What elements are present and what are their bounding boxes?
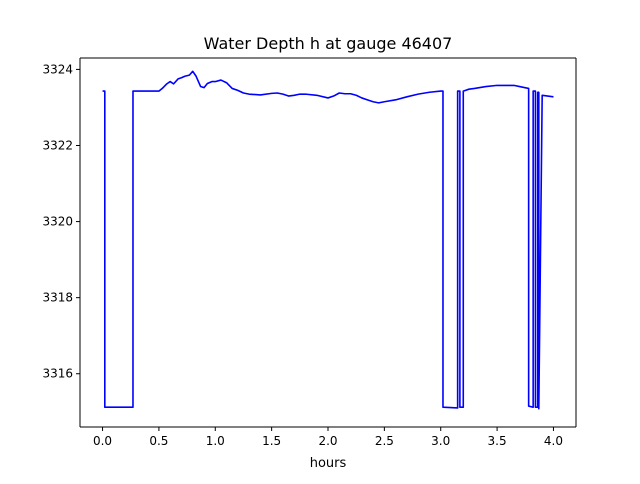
plot-area [80, 58, 576, 427]
y-tick-label: 3322 [42, 138, 73, 152]
x-tick-label: 4.0 [544, 434, 563, 448]
series-layer [102, 70, 554, 410]
x-tick-label: 0.0 [93, 434, 112, 448]
x-tick-label: 1.5 [262, 434, 281, 448]
y-tick-label: 3320 [42, 215, 73, 229]
x-tick-label: 1.0 [206, 434, 225, 448]
tick-layer: 0.0 0.5 1.0 1.5 2.0 2.5 3.0 3.5 4.0 3316 3318 3320 3… [42, 62, 563, 448]
series-line-0 [102, 70, 554, 410]
x-tick-label: 2.0 [318, 434, 337, 448]
x-tick-label: 0.5 [149, 434, 168, 448]
y-tick-label: 3316 [42, 367, 73, 381]
x-axis-label: hours [310, 456, 347, 471]
y-tick-label: 3318 [42, 291, 73, 305]
x-tick-label: 2.5 [375, 434, 394, 448]
x-tick-label: 3.0 [431, 434, 450, 448]
chart-title: Water Depth h at gauge 46407 [204, 34, 453, 53]
y-tick-label: 3324 [42, 62, 73, 76]
x-tick-label: 3.5 [488, 434, 507, 448]
